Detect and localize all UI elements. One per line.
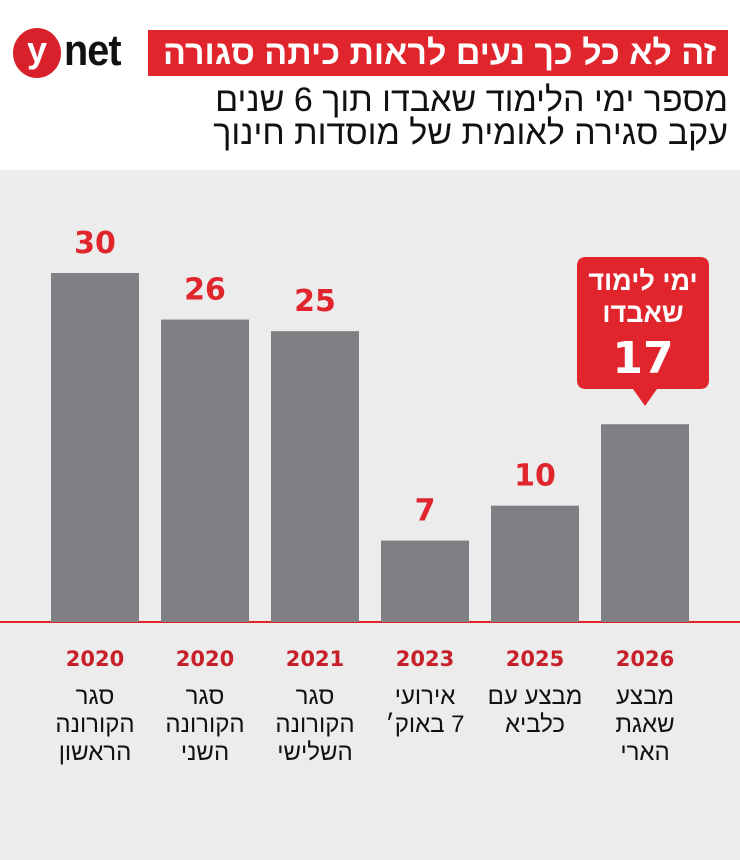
value-label: 26: [184, 273, 226, 308]
bar: [601, 424, 689, 622]
category-label: הקורונה: [55, 711, 134, 738]
category-label: הקורונה: [165, 711, 244, 738]
callout-box: [577, 257, 709, 406]
callout-text: ימי לימוד: [588, 266, 697, 296]
category-label: השני: [181, 739, 229, 766]
category-label: הארי: [620, 739, 669, 766]
category-label: מבצע עם: [488, 683, 583, 710]
logo-letter: y: [26, 29, 48, 70]
year-label: 2020: [66, 647, 124, 671]
year-label: 2025: [506, 647, 564, 671]
year-label: 2021: [286, 647, 344, 671]
bar: [271, 331, 359, 622]
category-label: 7 באוק׳: [385, 711, 464, 738]
subtitle-line: עקב סגירה לאומית של מוסדות חינוך: [213, 114, 728, 152]
year-label: 2023: [396, 647, 454, 671]
ynet-logo-text: net: [64, 26, 122, 75]
bar: [491, 505, 579, 622]
category-label: הראשון: [59, 739, 132, 766]
category-label: שאגת: [615, 711, 674, 738]
category-label: השלישי: [277, 739, 352, 766]
category-label: סגר: [296, 683, 335, 710]
category-label: מבצע: [616, 683, 674, 710]
subtitle-line: מספר ימי הלימוד שאבדו תוך 6 שנים: [215, 81, 728, 119]
value-label: 10: [514, 459, 556, 494]
category-label: אירועי: [395, 683, 456, 710]
bar: [51, 273, 139, 622]
category-label: כלביא: [505, 711, 565, 738]
value-label: 25: [294, 284, 336, 319]
value-label: 30: [74, 226, 116, 261]
subtitle: מספר ימי הלימוד שאבדו תוך 6 שנים עקב סגי…: [213, 81, 728, 152]
callout-value: 17: [612, 333, 673, 384]
bar: [381, 540, 469, 622]
year-label: 2020: [176, 647, 234, 671]
ynet-logo: y: [13, 28, 61, 78]
category-label: סגר: [186, 683, 225, 710]
bar: [161, 319, 249, 622]
category-label: הקורונה: [275, 711, 354, 738]
year-label: 2026: [616, 647, 674, 671]
page-title: זה לא כל כך נעים לראות כיתה סגורה: [148, 30, 728, 76]
callout-text: שאבדו: [602, 298, 683, 328]
value-label: 7: [415, 494, 436, 529]
category-label: סגר: [76, 683, 115, 710]
